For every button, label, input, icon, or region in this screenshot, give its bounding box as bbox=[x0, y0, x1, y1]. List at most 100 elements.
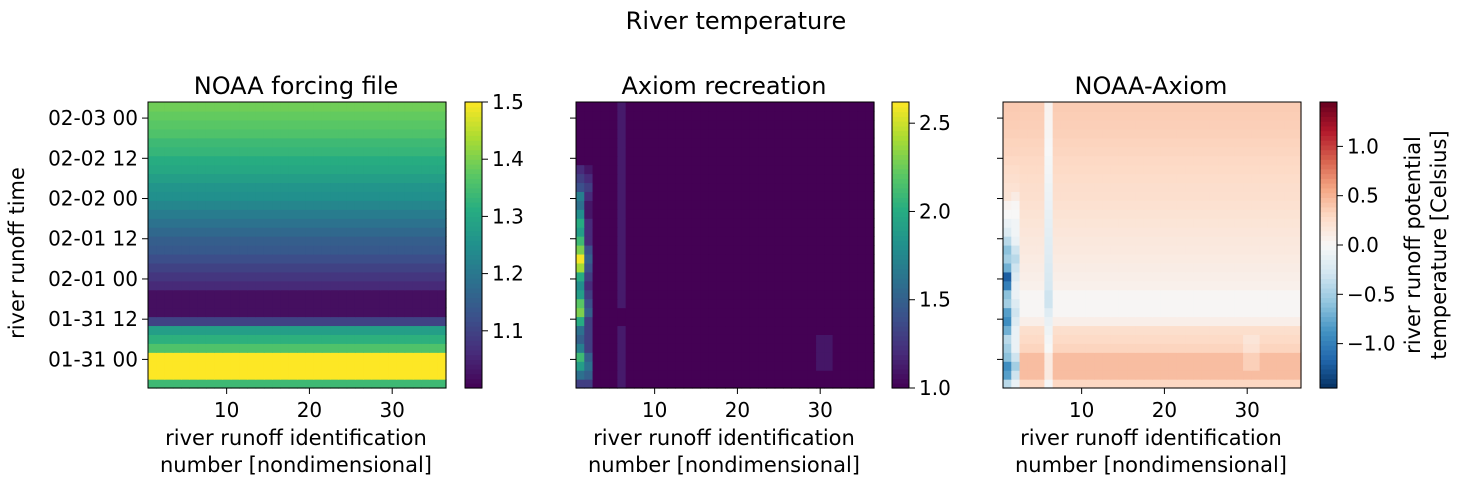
heatmap-cell bbox=[1218, 298, 1228, 309]
heatmap-cell bbox=[733, 218, 743, 228]
heatmap-cell bbox=[807, 370, 817, 380]
heatmap-cell bbox=[766, 182, 776, 192]
heatmap-cell bbox=[708, 209, 718, 219]
heatmap-cell bbox=[181, 280, 190, 291]
heatmap-cell bbox=[396, 280, 406, 291]
heatmap-cell bbox=[625, 307, 635, 318]
heatmap-cell bbox=[1027, 200, 1037, 210]
heatmap-cell bbox=[164, 227, 174, 237]
heatmap-cell bbox=[1284, 155, 1294, 166]
heatmap-cell bbox=[1102, 271, 1112, 282]
heatmap-cell bbox=[429, 236, 439, 246]
colorbar-segment bbox=[892, 192, 909, 198]
heatmap-cell bbox=[758, 155, 767, 166]
heatmap-cell bbox=[1102, 164, 1112, 175]
heatmap-cell bbox=[816, 218, 825, 228]
heatmap-cell bbox=[1085, 370, 1095, 380]
heatmap-cell bbox=[749, 146, 759, 157]
heatmap-cell bbox=[725, 173, 734, 184]
heatmap-cell bbox=[683, 137, 693, 148]
heatmap-cell bbox=[758, 191, 767, 201]
heatmap-cell bbox=[791, 110, 801, 121]
heatmap-cell bbox=[222, 218, 232, 228]
heatmap-cell bbox=[1011, 209, 1021, 219]
heatmap-cell bbox=[1003, 173, 1012, 184]
heatmap-cell bbox=[371, 361, 381, 371]
heatmap-cell bbox=[766, 253, 776, 264]
heatmap-cell bbox=[584, 334, 594, 344]
heatmap-cell bbox=[1127, 262, 1137, 273]
heatmap-cell bbox=[321, 280, 331, 291]
heatmap-cell bbox=[766, 298, 776, 309]
heatmap-cell bbox=[429, 102, 439, 112]
heatmap-cell bbox=[791, 227, 801, 237]
heatmap-cell bbox=[1218, 352, 1228, 362]
heatmap-cell bbox=[1085, 271, 1095, 282]
heatmap-cell bbox=[667, 137, 676, 148]
heatmap-cell bbox=[412, 379, 422, 389]
heatmap-cell bbox=[239, 352, 248, 362]
heatmap-cell bbox=[1259, 102, 1269, 112]
heatmap-cell bbox=[840, 325, 850, 335]
heatmap-cell bbox=[1185, 173, 1194, 184]
heatmap-cell bbox=[741, 352, 751, 362]
heatmap-cell bbox=[633, 182, 643, 192]
heatmap-cell bbox=[263, 227, 273, 237]
heatmap-cell bbox=[725, 119, 734, 130]
colorbar-segment bbox=[892, 178, 909, 184]
heatmap-cell bbox=[584, 325, 594, 335]
heatmap-cell bbox=[816, 245, 825, 255]
colorbar-segment bbox=[465, 368, 482, 375]
heatmap-cell bbox=[642, 271, 652, 282]
heatmap-cell bbox=[1069, 316, 1079, 327]
heatmap-cell bbox=[824, 209, 834, 219]
heatmap-cell bbox=[708, 164, 718, 175]
heatmap-cell bbox=[148, 191, 157, 201]
heatmap-cell bbox=[1069, 200, 1079, 210]
heatmap-cell bbox=[1044, 325, 1054, 335]
colorbar-segment bbox=[1320, 292, 1337, 299]
heatmap-cell bbox=[338, 182, 348, 192]
heatmap-cell bbox=[1251, 253, 1261, 264]
heatmap-cell bbox=[437, 334, 447, 344]
colorbar-segment bbox=[1320, 163, 1337, 170]
heatmap-cell bbox=[288, 343, 298, 353]
heatmap-cell bbox=[1143, 236, 1153, 246]
heatmap-cell bbox=[865, 370, 875, 380]
heatmap-cell bbox=[617, 334, 627, 344]
heatmap-cell bbox=[1160, 236, 1170, 246]
heatmap-cell bbox=[1218, 128, 1228, 139]
heatmap-cell bbox=[1276, 218, 1286, 228]
heatmap-cell bbox=[625, 289, 635, 300]
heatmap-cell bbox=[222, 334, 232, 344]
heatmap-cell bbox=[1094, 361, 1103, 371]
heatmap-cell bbox=[1011, 182, 1021, 192]
heatmap-cell bbox=[840, 280, 850, 291]
heatmap-cell bbox=[758, 370, 767, 380]
heatmap-cell bbox=[1110, 182, 1120, 192]
heatmap-cell bbox=[1243, 128, 1252, 139]
x-tick-label: 30 bbox=[807, 398, 832, 422]
heatmap-cell bbox=[667, 182, 676, 192]
heatmap-cell bbox=[1011, 173, 1021, 184]
colorbar-segment bbox=[892, 373, 909, 380]
heatmap-cell bbox=[297, 253, 306, 264]
heatmap-cell bbox=[272, 128, 282, 139]
heatmap-cell bbox=[1102, 253, 1112, 264]
heatmap-cell bbox=[584, 191, 594, 201]
colorbar-frame bbox=[891, 101, 910, 389]
heatmap-cell bbox=[1143, 209, 1153, 219]
heatmap-cell bbox=[766, 361, 776, 371]
heatmap-cell bbox=[255, 245, 265, 255]
x-axis-label-line-1: river runoff identification bbox=[1020, 426, 1282, 450]
heatmap-cell bbox=[148, 334, 157, 344]
heatmap-cell bbox=[1135, 146, 1145, 157]
heatmap-cell bbox=[205, 343, 215, 353]
heatmap-cell bbox=[592, 280, 602, 291]
heatmap-cell bbox=[832, 191, 842, 201]
heatmap-cell bbox=[807, 343, 817, 353]
heatmap-cell bbox=[617, 271, 627, 282]
colorbar-segment bbox=[892, 345, 909, 351]
heatmap-cell bbox=[1160, 209, 1170, 219]
heatmap-cell bbox=[1160, 146, 1170, 157]
